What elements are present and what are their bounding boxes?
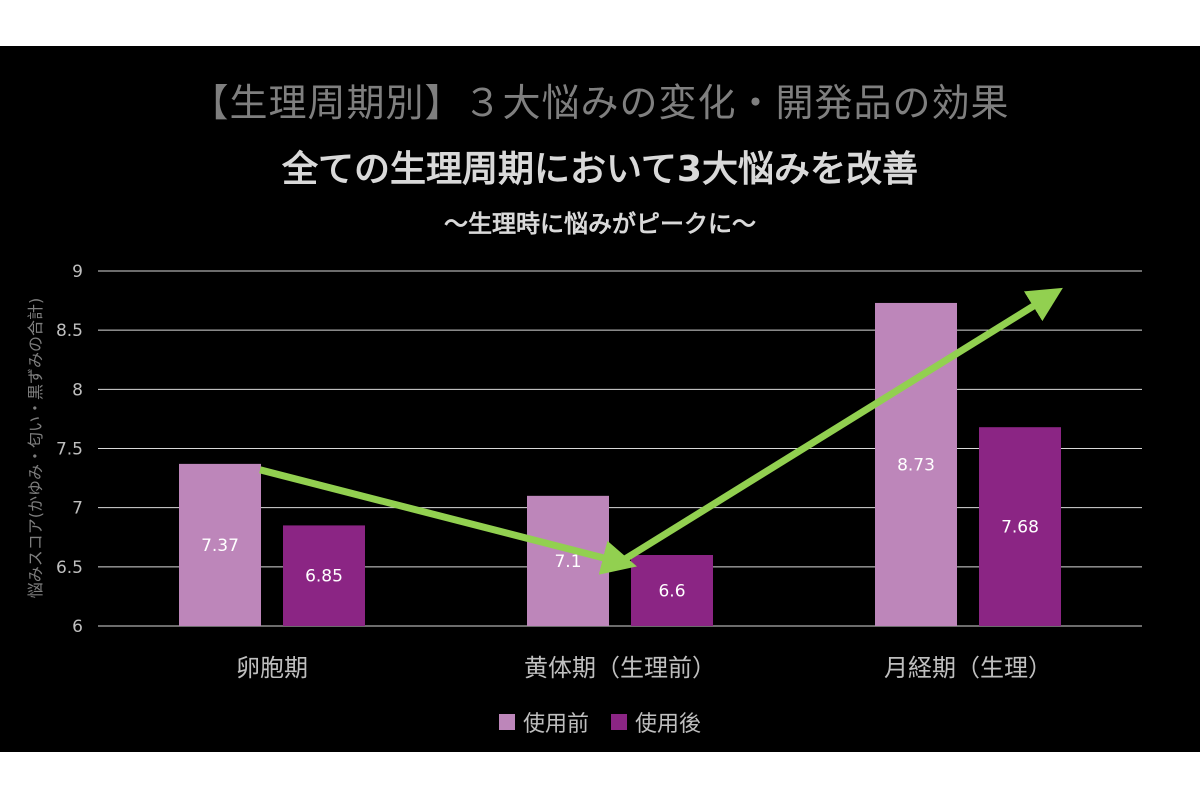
- bar-chart: 6 6.5 7 7.5 8 8.5 9 悩みスコア(かゆみ・匂い・黒ずみの合計) 7.37 6.8…: [26, 262, 1142, 682]
- y-tick-label: 6: [72, 617, 83, 637]
- y-tick-label: 8.5: [56, 321, 83, 341]
- y-tick-label: 9: [72, 262, 83, 282]
- legend: 使用前 使用後: [0, 706, 1200, 738]
- x-tick-label: 黄体期（生理前）: [524, 654, 716, 682]
- data-label: 8.73: [897, 455, 935, 475]
- y-axis-label: 悩みスコア(かゆみ・匂い・黒ずみの合計): [26, 298, 45, 599]
- y-tick-label: 6.5: [56, 558, 83, 578]
- legend-label-after: 使用後: [635, 712, 702, 737]
- legend-swatch-before: [498, 714, 515, 730]
- bar-after: [631, 555, 713, 626]
- legend-swatch-after: [611, 714, 627, 730]
- x-tick-label: 月経期（生理）: [884, 654, 1052, 682]
- y-tick-label: 7: [72, 499, 83, 519]
- chart-title: 【生理周期別】３大悩みの変化・開発品の効果: [190, 81, 1010, 125]
- legend-label-before: 使用前: [522, 712, 589, 737]
- data-label: 7.68: [1001, 518, 1039, 538]
- data-label: 7.37: [201, 536, 239, 556]
- legend-item-after: 使用後: [611, 706, 701, 738]
- data-label: 6.6: [658, 582, 685, 602]
- chart-headline: 全ての生理周期において3大悩みを改善: [282, 149, 918, 190]
- bar-after: [283, 525, 365, 626]
- y-tick-label: 8: [72, 380, 83, 400]
- trend-arrow-segment: [259, 466, 637, 575]
- bar-before: [875, 302, 957, 626]
- data-label: 6.85: [305, 567, 343, 587]
- data-label: 7.1: [554, 552, 581, 572]
- trend-arrow-segment: [618, 287, 1063, 566]
- x-tick-label: 卵胞期: [236, 654, 308, 682]
- bar-after: [979, 427, 1061, 626]
- legend-item-before: 使用前: [498, 706, 589, 738]
- chart-panel: 【生理周期別】３大悩みの変化・開発品の効果 全ての生理周期において3大悩みを改善…: [0, 46, 1200, 752]
- bar-before: [527, 495, 609, 626]
- chart-subtitle: ～生理時に悩みがピークに～: [444, 210, 756, 238]
- y-tick-label: 7.5: [56, 440, 83, 460]
- bar-before: [179, 463, 261, 626]
